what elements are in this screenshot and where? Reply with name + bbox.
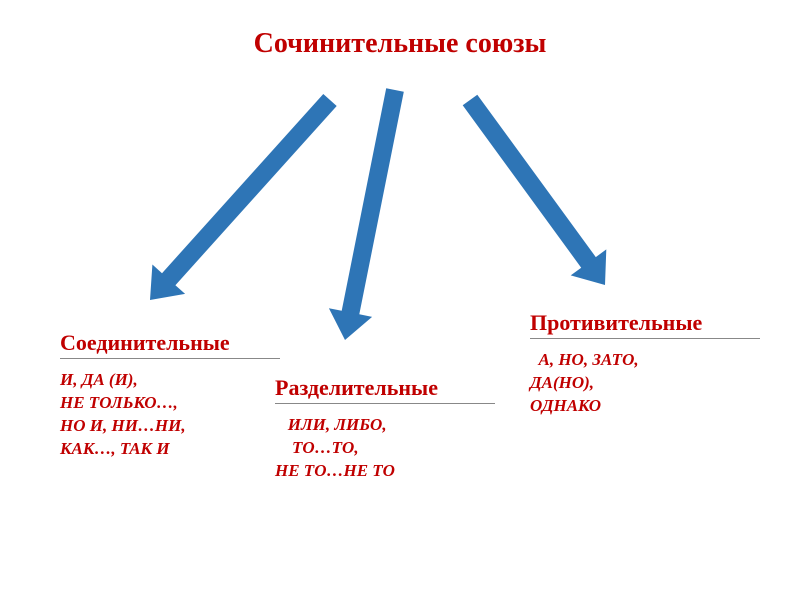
arrow-1 — [329, 88, 404, 340]
diagram-canvas: Сочинительные союзы Соединительные И, ДА… — [0, 0, 800, 600]
category-left-examples: И, ДА (И), НЕ ТОЛЬКО…, НО И, НИ…НИ, КАК…… — [60, 369, 280, 461]
category-left: Соединительные И, ДА (И), НЕ ТОЛЬКО…, НО… — [60, 330, 280, 461]
category-middle-heading: Разделительные — [275, 375, 495, 403]
category-right-heading: Противительные — [530, 310, 760, 338]
diagram-title: Сочинительные союзы — [0, 28, 800, 60]
category-middle-examples: ИЛИ, ЛИБО, ТО…ТО, НЕ ТО…НЕ ТО — [275, 414, 495, 483]
category-right-underline — [530, 338, 760, 339]
category-right-examples: А, НО, ЗАТО, ДА(НО), ОДНАКО — [530, 349, 760, 418]
category-right: Противительные А, НО, ЗАТО, ДА(НО), ОДНА… — [530, 310, 760, 418]
category-left-heading: Соединительные — [60, 330, 280, 358]
arrow-2 — [463, 95, 607, 285]
category-left-underline — [60, 358, 280, 359]
arrow-0 — [150, 94, 337, 300]
arrows-layer — [0, 0, 800, 600]
category-middle-underline — [275, 403, 495, 404]
category-middle: Разделительные ИЛИ, ЛИБО, ТО…ТО, НЕ ТО…Н… — [275, 375, 495, 483]
